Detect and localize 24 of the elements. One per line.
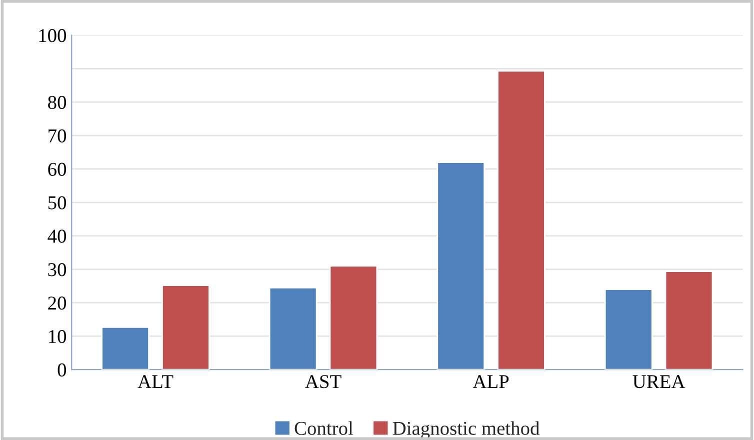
- y-tick-label: 0: [58, 363, 66, 377]
- bar: [329, 265, 378, 370]
- y-tick-label: 50: [48, 196, 66, 210]
- y-tick-label: 100: [39, 29, 66, 42]
- bar: [268, 286, 318, 370]
- y-tick-label: 20: [48, 296, 66, 310]
- y-tick-label: 60: [48, 162, 66, 176]
- legend-label: Control: [294, 421, 354, 435]
- x-tick-label: UREA: [632, 375, 686, 388]
- y-tick-label: 40: [48, 230, 66, 243]
- x-tick-label: AST: [305, 375, 342, 388]
- y-tick-label: 80: [48, 96, 66, 110]
- legend-label: Diagnostic method: [392, 421, 540, 439]
- y-tick-label: 30: [48, 263, 66, 276]
- bar: [664, 270, 714, 370]
- y-tick-label: 70: [48, 129, 66, 142]
- bar: [101, 326, 150, 370]
- x-tick-label: ALP: [472, 375, 509, 388]
- bar: [604, 288, 653, 370]
- x-tick-label: ALT: [138, 375, 174, 388]
- bar: [436, 162, 486, 370]
- bar: [162, 284, 210, 370]
- y-tick-label: 10: [49, 330, 66, 344]
- bar: [497, 70, 546, 370]
